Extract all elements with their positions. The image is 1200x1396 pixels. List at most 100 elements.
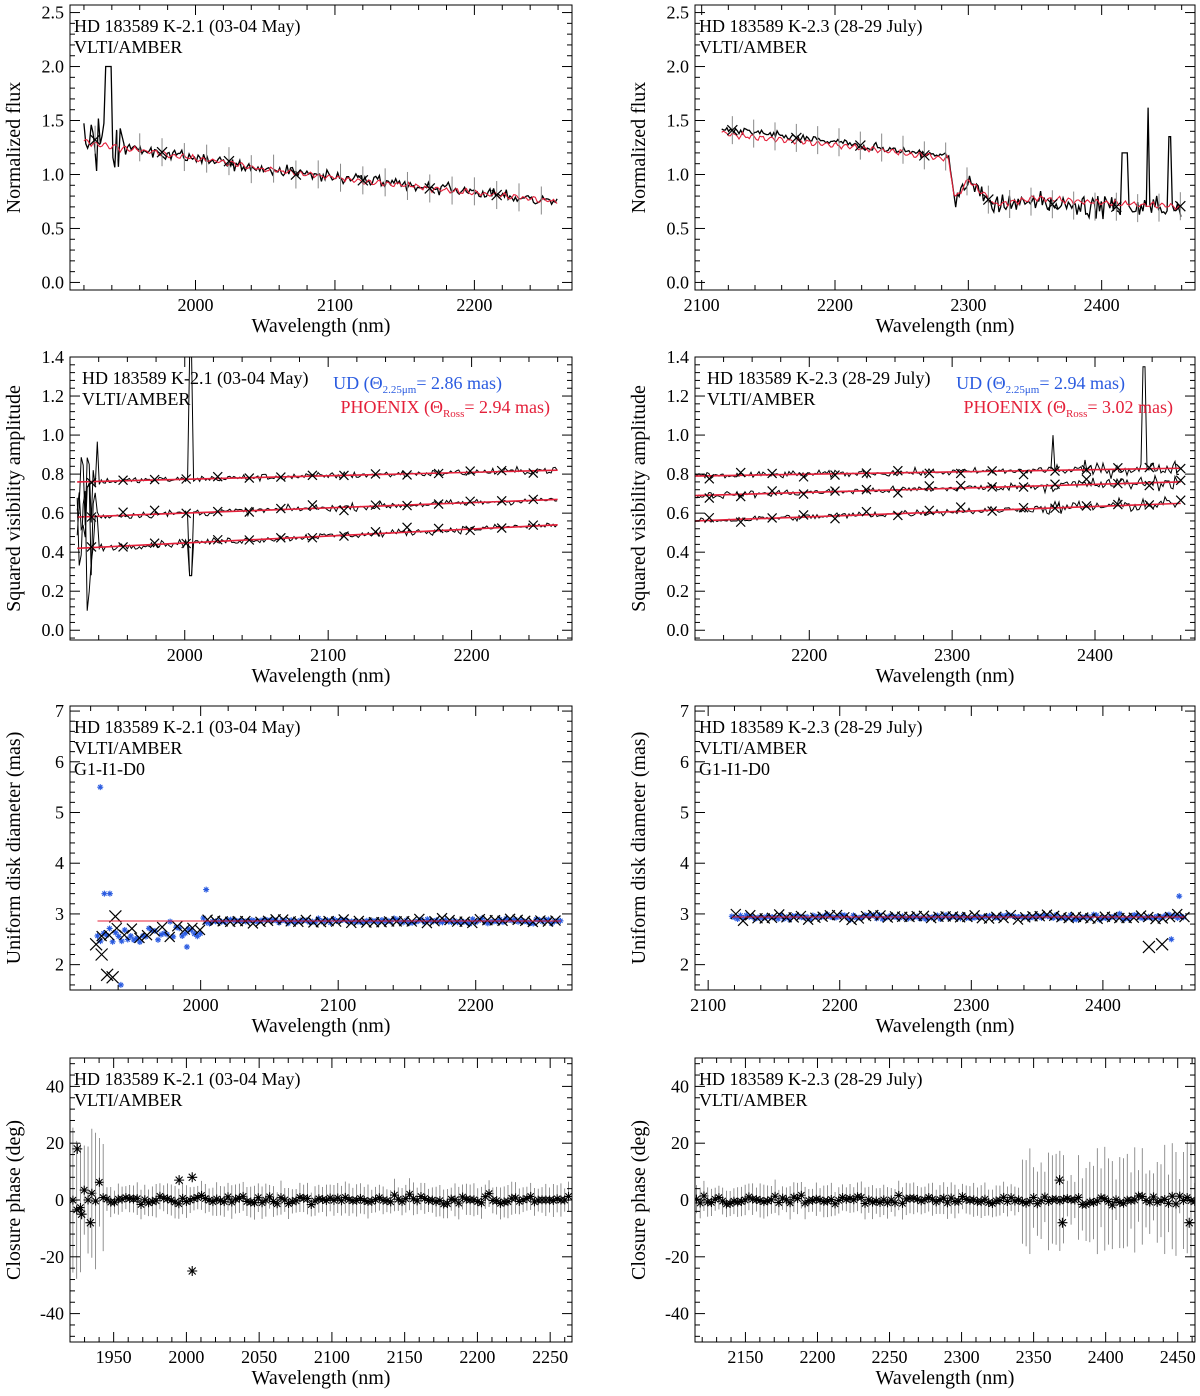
- closure-phase-point: [1171, 1199, 1181, 1209]
- data-point: [212, 534, 223, 545]
- closure-phase-point: [75, 1203, 85, 1213]
- closure-phase-point: [984, 1198, 994, 1208]
- closure-phase-point: [808, 1195, 818, 1205]
- plot-frame: [694, 4, 1196, 291]
- closure-phase-point: [302, 1194, 312, 1204]
- ud-data-point: [918, 910, 930, 922]
- data-point: [275, 472, 286, 482]
- ud-point: [821, 912, 828, 919]
- ud-data-point: [766, 912, 778, 924]
- y-tick-label: 1.0: [667, 164, 690, 184]
- ud-point: [306, 919, 313, 926]
- y-tick-label: 5: [680, 803, 689, 823]
- ud-point: [515, 918, 522, 925]
- x-axis-label: Wavelength (nm): [252, 665, 391, 687]
- ud-point: [1041, 912, 1048, 919]
- data-point: [1018, 482, 1029, 492]
- x-tick-label: 2150: [727, 1347, 763, 1367]
- closure-phase-point: [942, 1198, 952, 1208]
- data-point: [1110, 201, 1122, 213]
- closure-phase-point: [1111, 1195, 1121, 1205]
- closure-phase-point: [1070, 1195, 1080, 1205]
- closure-phase-outlier: [85, 1217, 96, 1228]
- closure-phase-point: [208, 1197, 218, 1207]
- ud-point: [1096, 916, 1103, 923]
- ud-outlier: [1155, 937, 1169, 951]
- closure-phase-point: [957, 1192, 967, 1202]
- closure-phase-point: [446, 1194, 456, 1204]
- closure-phase-point: [223, 1192, 233, 1202]
- annotation-line: VLTI/AMBER: [74, 37, 182, 57]
- data-point: [496, 523, 507, 534]
- ud-point: [466, 920, 473, 927]
- x-tick-label: 2100: [684, 295, 720, 315]
- closure-phase-point: [815, 1195, 825, 1205]
- data-point: [528, 494, 539, 505]
- closure-phase-point: [1055, 1196, 1065, 1206]
- ud-outlier: [97, 784, 104, 791]
- ud-point: [403, 917, 410, 924]
- ud-point: [922, 916, 929, 923]
- closure-phase-point: [174, 1199, 184, 1209]
- ud-point: [542, 917, 549, 924]
- y-axis-label: Squared visibility amplitude: [628, 385, 650, 612]
- closure-phase-point: [1175, 1191, 1185, 1201]
- closure-phase-point: [969, 1195, 979, 1205]
- closure-phase-point: [868, 1197, 878, 1207]
- x-tick-label: 2100: [314, 1347, 350, 1367]
- ud-point: [375, 919, 382, 926]
- closure-phase-point: [1074, 1192, 1084, 1202]
- closure-phase-point: [1160, 1194, 1170, 1204]
- ud-data-point: [171, 920, 183, 932]
- y-axis-label: Closure phase (deg): [3, 1120, 25, 1280]
- closure-phase-point: [280, 1195, 290, 1205]
- plot-area: [70, 1127, 572, 1279]
- x-tick-label: 2200: [791, 645, 827, 665]
- ud-point: [421, 919, 428, 926]
- ud-point: [478, 915, 485, 922]
- ud-point: [442, 917, 449, 924]
- x-tick-label: 2300: [953, 995, 989, 1015]
- ud-outlier: [101, 890, 108, 897]
- data-point: [118, 475, 128, 486]
- data-point: [1050, 479, 1060, 490]
- closure-phase-point: [514, 1196, 524, 1206]
- y-tick-label: 0.0: [42, 272, 65, 292]
- plot-frame: [69, 356, 573, 641]
- ud-point: [439, 919, 446, 926]
- data-point: [339, 505, 349, 516]
- closure-phase-point: [1092, 1196, 1102, 1206]
- closure-phase-point: [276, 1193, 286, 1203]
- x-tick-label: 2200: [459, 1347, 495, 1367]
- ud-point: [545, 916, 552, 923]
- x-axis-label: Wavelength (nm): [252, 1367, 391, 1389]
- data-point: [465, 496, 476, 507]
- x-tick-label: 2000: [167, 645, 203, 665]
- closure-phase-point: [1081, 1199, 1091, 1209]
- closure-phase-point: [91, 1196, 101, 1206]
- ud-point: [418, 916, 425, 923]
- data-point: [1018, 502, 1029, 513]
- data-point: [918, 149, 930, 161]
- x-tick-label: 2100: [310, 645, 346, 665]
- closure-phase-point: [253, 1193, 263, 1203]
- closure-phase-point: [442, 1199, 452, 1209]
- closure-phase-outlier: [1054, 1175, 1065, 1186]
- data-point: [307, 499, 318, 510]
- ud-point: [133, 935, 140, 942]
- data-point: [290, 169, 302, 180]
- ud-point: [294, 918, 301, 925]
- annotation-line: G1-I1-D0: [699, 759, 770, 779]
- data-point: [339, 531, 349, 541]
- y-tick-label: 0.2: [667, 581, 690, 601]
- closure-phase-point: [976, 1197, 986, 1207]
- plot-area: [695, 366, 1186, 528]
- data-point: [402, 500, 412, 511]
- panel-ud-july: 2100 2200 2300 2400 2 3 4 5 6 7 Wavelength (nm) Uni…: [628, 701, 1196, 1037]
- x-tick-label: 1950: [96, 1347, 132, 1367]
- closure-phase-point: [431, 1197, 441, 1207]
- ud-point: [524, 918, 531, 925]
- closure-phase-point: [473, 1197, 483, 1207]
- ud-point: [182, 930, 189, 937]
- closure-phase-point: [875, 1198, 885, 1208]
